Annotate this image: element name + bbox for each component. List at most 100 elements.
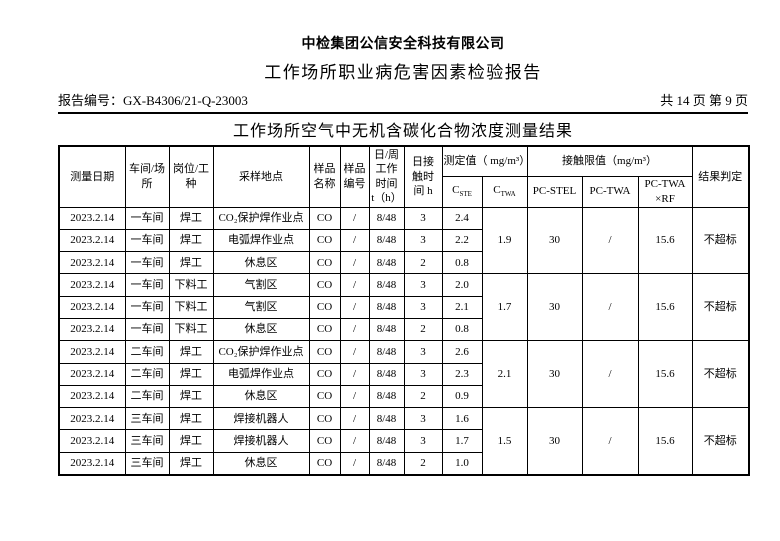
table-row: 2023.2.14 三车间 焊工 休息区 CO / 8/48 2 1.0 — [58, 451, 749, 476]
cell-contact-time: 2 — [403, 251, 443, 275]
cell-sample-name: CO — [308, 317, 341, 342]
cell-date: 2023.2.14 — [58, 340, 126, 364]
cell-workshop: 二车间 — [124, 340, 170, 364]
col-header-result: 结果判定 — [691, 145, 750, 208]
header-row-1: 测量日期 车间/场所 岗位/工种 采样地点 样品名称 样品编号 日/周 工作 时… — [58, 145, 750, 208]
measurement-results-table: 测量日期 车间/场所 岗位/工种 采样地点 样品名称 样品编号 日/周 工作 时… — [58, 145, 750, 476]
cell-location: 休息区 — [212, 317, 310, 342]
report-info-row: 报告编号：GX-B4306/21-Q-23003 共 14 页 第 9 页 — [58, 90, 748, 114]
cell-sample-name: CO — [308, 273, 341, 297]
cell-workshop: 一车间 — [124, 251, 170, 275]
cell-sample-name: CO — [308, 384, 341, 409]
cell-post: 焊工 — [168, 384, 214, 409]
cell-ctwa: 1.5 — [481, 407, 528, 476]
cell-post: 下料工 — [168, 317, 214, 342]
cell-workshop: 三车间 — [124, 429, 170, 453]
table-row: 2023.2.14 二车间 焊工 电弧焊作业点 CO / 8/48 3 2.3 — [58, 362, 749, 386]
cell-work-time: 8/48 — [368, 228, 405, 253]
cell-sample-name: CO — [308, 251, 341, 275]
cste-subscript: STE — [459, 190, 472, 199]
cell-pc-twa-rf: 15.6 — [637, 407, 693, 476]
cell-location: CO₂保护焊作业点 — [212, 206, 310, 230]
col-header-measured-value: 测定值（ mg/m³） — [441, 145, 528, 177]
cell-sample-name: CO — [308, 429, 341, 453]
cell-sample-name: CO — [308, 206, 341, 230]
cell-sample-name: CO — [308, 407, 341, 431]
cell-cste: 0.9 — [441, 384, 483, 409]
cell-sample-no: / — [339, 251, 370, 275]
cell-pc-stel: 30 — [526, 407, 583, 476]
cell-date: 2023.2.14 — [58, 317, 126, 342]
cell-workshop: 二车间 — [124, 384, 170, 409]
cell-post: 焊工 — [168, 340, 214, 364]
table-row: 2023.2.14 一车间 焊工 CO₂保护焊作业点 CO / 8/48 3 2… — [58, 206, 750, 275]
cell-sample-no: / — [339, 206, 370, 230]
cell-ctwa: 1.9 — [481, 206, 528, 275]
cell-sample-no: / — [339, 362, 370, 386]
cell-date: 2023.2.14 — [58, 228, 126, 253]
cell-work-time: 8/48 — [368, 407, 405, 431]
cell-post: 焊工 — [168, 362, 214, 386]
cell-sample-name: CO — [308, 451, 341, 476]
cell-work-time: 8/48 — [368, 251, 405, 275]
cell-cste: 1.7 — [441, 429, 483, 453]
cell-cste: 0.8 — [441, 317, 483, 342]
cell-location: 电弧焊作业点 — [212, 228, 310, 253]
table-row: 2023.2.14 三车间 焊工 焊接机器人 CO / 8/48 3 1.6 1… — [58, 407, 750, 476]
cell-contact-time: 3 — [403, 206, 443, 230]
cell-ctwa: 2.1 — [481, 340, 528, 409]
cell-post: 焊工 — [168, 451, 214, 476]
col-header-sample-name: 样品名称 — [308, 145, 341, 208]
cell-sample-name: CO — [308, 228, 341, 253]
cell-location: 休息区 — [212, 451, 310, 476]
cell-pc-twa: / — [581, 206, 639, 275]
cell-cste: 1.6 — [441, 407, 483, 431]
cell-contact-time: 3 — [403, 429, 443, 453]
cell-workshop: 二车间 — [124, 362, 170, 386]
cell-date: 2023.2.14 — [58, 362, 126, 386]
page-indicator: 共 14 页 第 9 页 — [660, 93, 748, 108]
cell-workshop: 一车间 — [124, 228, 170, 253]
col-header-date: 测量日期 — [58, 145, 126, 208]
cell-location: 休息区 — [212, 251, 310, 275]
cell-work-time: 8/48 — [368, 384, 405, 409]
cell-date: 2023.2.14 — [58, 206, 126, 230]
cell-location: 气割区 — [212, 295, 310, 319]
cell-result: 不超标 — [691, 340, 750, 409]
cell-work-time: 8/48 — [368, 317, 405, 342]
col-header-ctwa: CTWA — [481, 175, 528, 208]
col-header-pc-twa: PC-TWA — [581, 175, 639, 208]
cell-work-time: 8/48 — [368, 451, 405, 476]
cell-work-time: 8/48 — [368, 340, 405, 364]
col-header-workshop: 车间/场所 — [124, 145, 170, 208]
cell-date: 2023.2.14 — [58, 429, 126, 453]
cell-cste: 2.2 — [441, 228, 483, 253]
table-title: 工作场所空气中无机含碳化合物浓度测量结果 — [232, 123, 573, 140]
cell-sample-no: / — [339, 273, 370, 297]
cell-post: 焊工 — [168, 407, 214, 431]
cell-date: 2023.2.14 — [58, 273, 126, 297]
col-header-sample-no: 样品编号 — [339, 145, 370, 208]
col-header-pc-twa-rf: PC-TWA ×RF — [637, 175, 693, 208]
company-name: 中检集团公信安全科技有限公司 — [301, 37, 505, 52]
cell-date: 2023.2.14 — [58, 251, 126, 275]
cell-post: 下料工 — [168, 295, 214, 319]
cell-sample-no: / — [339, 340, 370, 364]
cell-post: 焊工 — [168, 251, 214, 275]
cell-pc-twa: / — [581, 273, 639, 342]
cell-pc-twa-rf: 15.6 — [637, 206, 693, 275]
cell-post: 焊工 — [168, 228, 214, 253]
page-content: 中检集团公信安全科技有限公司 工作场所职业病危害因素检验报告 报告编号：GX-B… — [58, 0, 750, 476]
table-row: 2023.2.14 一车间 下料工 气割区 CO / 8/48 3 2.0 1.… — [58, 273, 750, 342]
cell-date: 2023.2.14 — [58, 384, 126, 409]
cell-sample-no: / — [339, 429, 370, 453]
cell-result: 不超标 — [691, 206, 750, 275]
cell-result: 不超标 — [691, 273, 750, 342]
cell-contact-time: 3 — [403, 228, 443, 253]
cell-cste: 2.0 — [441, 273, 483, 297]
cell-pc-twa-rf: 15.6 — [637, 273, 693, 342]
cell-location: CO₂保护焊作业点 — [212, 340, 310, 364]
col-header-post: 岗位/工种 — [168, 145, 214, 208]
cell-sample-no: / — [339, 295, 370, 319]
